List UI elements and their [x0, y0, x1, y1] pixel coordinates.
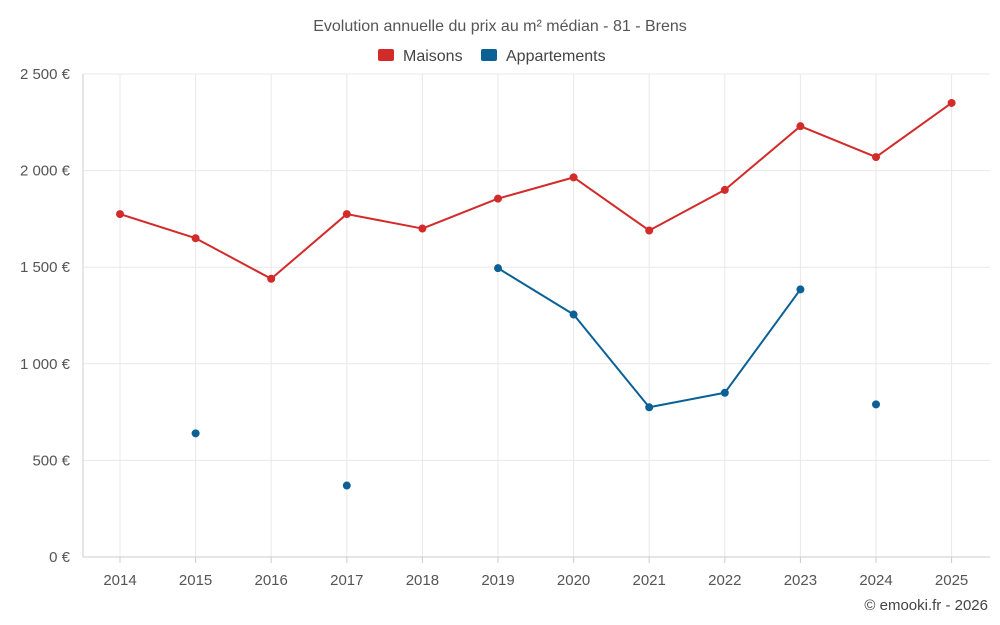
y-tick-label: 2 000 € [20, 163, 71, 180]
data-point-maisons[interactable] [116, 210, 124, 219]
credit-text: © emooki.fr - 2026 [864, 597, 988, 614]
x-tick-label: 2017 [330, 572, 363, 589]
x-tick-label: 2015 [179, 572, 212, 589]
x-tick-label: 2019 [481, 572, 514, 589]
legend-label-appartements: Appartements [506, 48, 606, 65]
data-point-appartements[interactable] [796, 285, 805, 294]
x-tick-label: 2021 [633, 572, 666, 589]
gridlines [83, 73, 990, 557]
data-point-appartements[interactable] [494, 264, 502, 273]
legend-item-maisons[interactable]: Maisons [378, 48, 463, 65]
legend[interactable]: Maisons Appartements [378, 48, 606, 65]
y-tick-label: 0 € [49, 549, 71, 566]
series [116, 98, 956, 490]
data-point-appartements[interactable] [191, 429, 200, 438]
data-point-maisons[interactable] [267, 274, 276, 283]
data-point-appartements[interactable] [342, 481, 351, 490]
data-point-maisons[interactable] [720, 185, 729, 194]
data-point-maisons[interactable] [645, 226, 654, 235]
axes: 0 € 500 € 1 000 € 1 500 € 2 000 € 2 500 € 2014… [20, 66, 990, 589]
data-point-maisons[interactable] [418, 224, 427, 233]
chart-title: Evolution annuelle du prix au m² médian … [313, 18, 687, 35]
data-point-appartements[interactable] [569, 310, 578, 319]
x-tick-label: 2020 [557, 572, 590, 589]
y-tick-label: 2 500 € [20, 66, 71, 83]
data-point-maisons[interactable] [494, 194, 502, 203]
data-point-appartements[interactable] [645, 403, 654, 412]
data-point-maisons[interactable] [342, 210, 351, 219]
x-tick-label: 2025 [935, 572, 968, 589]
data-point-maisons[interactable] [947, 98, 956, 107]
y-tick-label: 500 € [32, 452, 70, 469]
y-tick-label: 1 000 € [20, 356, 71, 373]
legend-swatch-maisons [378, 49, 394, 61]
y-tick-label: 1 500 € [20, 259, 71, 276]
data-point-maisons[interactable] [569, 173, 578, 182]
x-tick-label: 2023 [784, 572, 817, 589]
x-tick-label: 2022 [708, 572, 741, 589]
x-tick-label: 2016 [255, 572, 288, 589]
data-point-maisons[interactable] [872, 153, 880, 162]
series-line-maisons [119, 102, 953, 280]
x-tick-label: 2018 [406, 572, 439, 589]
data-point-maisons[interactable] [191, 234, 200, 243]
legend-item-appartements[interactable]: Appartements [481, 48, 606, 65]
x-tick-label: 2014 [103, 572, 136, 589]
legend-label-maisons: Maisons [403, 48, 463, 65]
data-point-appartements[interactable] [872, 400, 880, 409]
data-point-maisons[interactable] [796, 122, 805, 131]
legend-swatch-appartements [481, 49, 497, 61]
x-tick-label: 2024 [859, 572, 892, 589]
data-point-appartements[interactable] [720, 388, 729, 397]
